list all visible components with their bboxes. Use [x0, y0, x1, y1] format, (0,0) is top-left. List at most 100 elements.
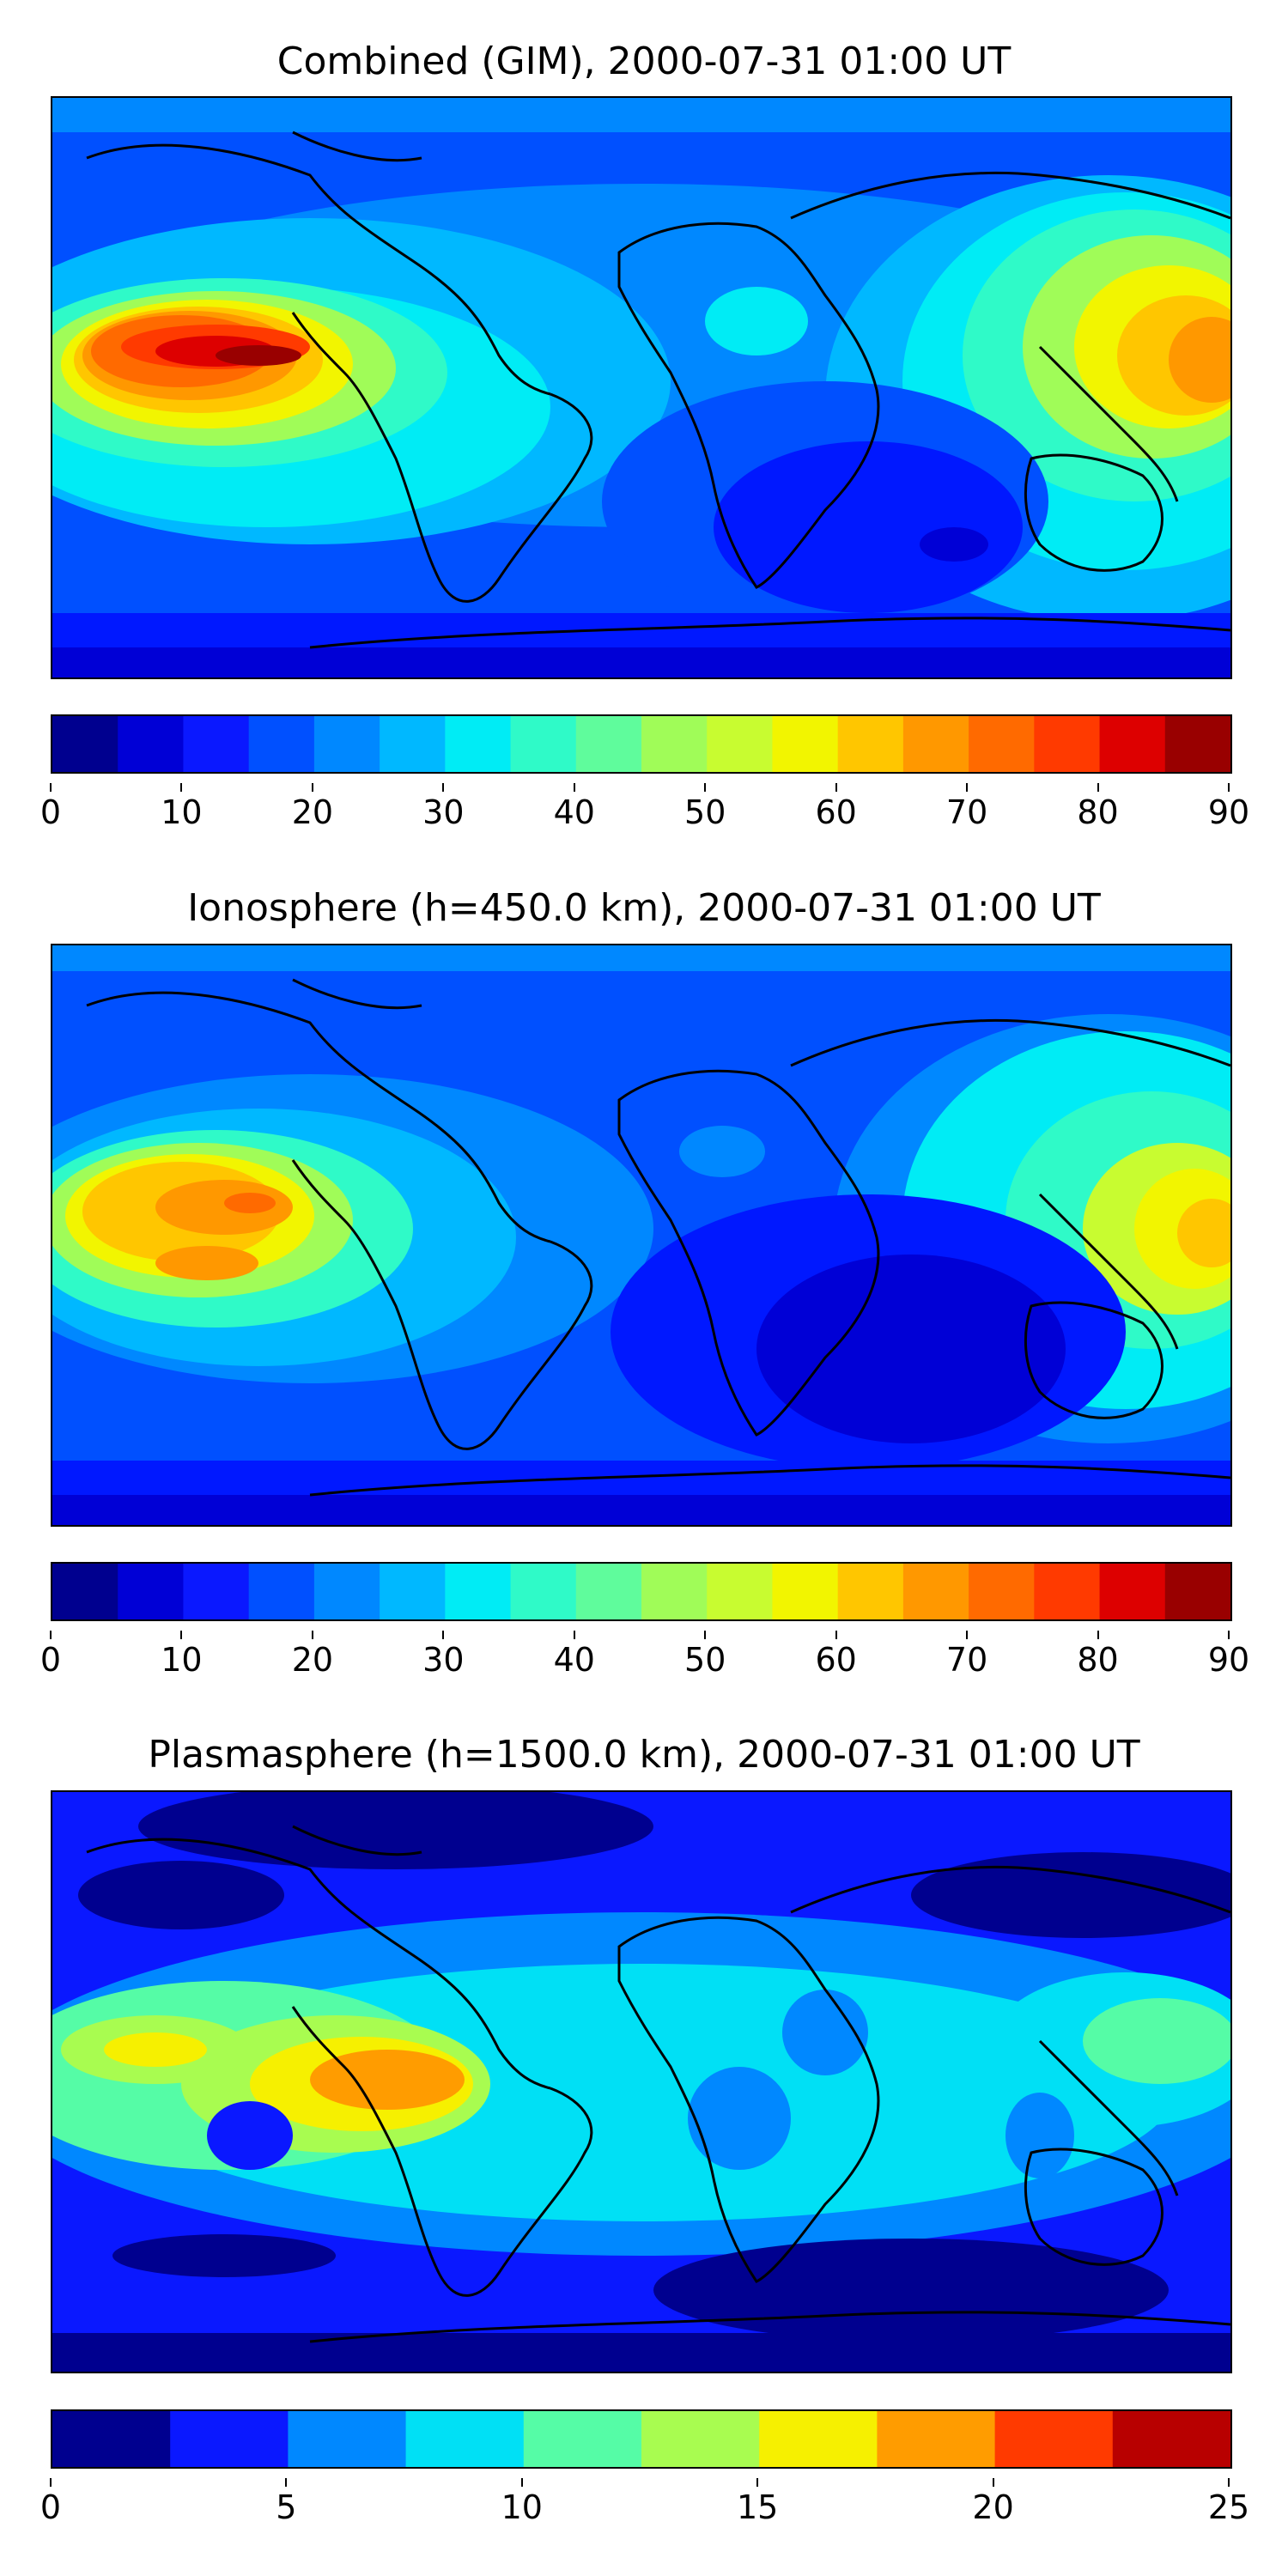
colorbar-ticks: 0 10 20 30 40 50 60 70 80 90: [40, 1631, 1249, 1692]
colorbar-tick-label: 25: [1207, 2488, 1250, 2526]
colorbar-segment: [575, 716, 642, 772]
colorbar-tick-mark: [573, 783, 575, 792]
colorbar-tick-label: 90: [1207, 1641, 1250, 1679]
colorbar-tick-mark: [704, 1631, 707, 1639]
colorbar-tick-label: 30: [422, 1641, 465, 1679]
colorbar-segment: [313, 716, 380, 772]
colorbar-tick-mark: [756, 2478, 759, 2487]
tec-contours: [52, 98, 1230, 677]
colorbar-tick-label: 80: [1077, 1641, 1119, 1679]
colorbar-tick-label: 10: [501, 2488, 543, 2526]
colorbar-segment: [170, 2411, 289, 2467]
colorbar-segment: [248, 1564, 315, 1619]
colorbar-segment: [510, 716, 577, 772]
colorbar: [51, 1562, 1232, 1621]
colorbar-tick-label: 40: [553, 793, 595, 831]
colorbar-segment: [288, 2411, 407, 2467]
colorbar-tick-label: 70: [945, 1641, 988, 1679]
colorbar-tick-mark: [835, 1631, 837, 1639]
colorbar-tick-label: 90: [1207, 793, 1250, 831]
colorbar-segment: [837, 716, 904, 772]
colorbar-segment: [969, 716, 1035, 772]
colorbar-tick-label: 20: [972, 2488, 1014, 2526]
colorbar-tick-label: 60: [815, 1641, 857, 1679]
colorbar-tick-mark: [50, 2478, 52, 2487]
colorbar-tick-mark: [966, 783, 969, 792]
colorbar-segment: [1034, 1564, 1101, 1619]
colorbar-segment: [510, 1564, 577, 1619]
colorbar-segment: [759, 2411, 878, 2467]
colorbar-segment: [405, 2411, 525, 2467]
colorbar-segment: [902, 1564, 969, 1619]
map-combined-gim: [51, 96, 1232, 679]
colorbar-segment: [707, 716, 774, 772]
colorbar-segment: [445, 716, 512, 772]
map-plasmasphere: [51, 1790, 1232, 2373]
colorbar-segment: [380, 716, 446, 772]
colorbar-segment: [575, 1564, 642, 1619]
colorbar-tick-mark: [966, 1631, 969, 1639]
panel-title: Ionosphere (h=450.0 km), 2000-07-31 01:0…: [187, 886, 1101, 930]
coastlines: [86, 131, 1230, 649]
colorbar-segment: [183, 716, 250, 772]
colorbar-tick-mark: [1228, 1631, 1230, 1639]
colorbar-tick-mark: [442, 1631, 445, 1639]
colorbar-tick-label: 0: [39, 793, 62, 831]
coastlines: [86, 978, 1230, 1497]
colorbar-tick-mark: [442, 783, 445, 792]
colorbar-tick-mark: [50, 783, 52, 792]
colorbar-tick-mark: [520, 2478, 523, 2487]
coastlines: [86, 1825, 1230, 2343]
colorbar-segment: [641, 1564, 708, 1619]
tec-contours: [52, 945, 1230, 1525]
panel-title: Plasmasphere (h=1500.0 km), 2000-07-31 0…: [148, 1733, 1140, 1777]
colorbar-segment: [877, 2411, 996, 2467]
colorbar-tick-label: 40: [553, 1641, 595, 1679]
colorbar-segment: [248, 716, 315, 772]
colorbar-tick-label: 30: [422, 793, 465, 831]
colorbar: [51, 2409, 1232, 2469]
colorbar-tick-label: 60: [815, 793, 857, 831]
colorbar-tick-mark: [180, 783, 183, 792]
colorbar-tick-mark: [1097, 1631, 1099, 1639]
colorbar-tick-label: 0: [39, 2488, 62, 2526]
colorbar-tick-label: 0: [39, 1641, 62, 1679]
colorbar-tick-label: 10: [161, 793, 203, 831]
colorbar-segment: [118, 1564, 185, 1619]
colorbar-segment: [183, 1564, 250, 1619]
colorbar-tick-mark: [180, 1631, 183, 1639]
colorbar-segment: [445, 1564, 512, 1619]
panel-title: Combined (GIM), 2000-07-31 01:00 UT: [276, 39, 1012, 83]
colorbar-segment: [772, 716, 839, 772]
colorbar-segment: [1099, 716, 1166, 772]
colorbar-segment: [902, 716, 969, 772]
colorbar-tick-label: 10: [161, 1641, 203, 1679]
colorbar-segment: [1164, 1564, 1230, 1619]
colorbar-tick-mark: [1228, 2478, 1230, 2487]
colorbar-segment: [707, 1564, 774, 1619]
colorbar-tick-label: 80: [1077, 793, 1119, 831]
colorbar-tick-mark: [285, 2478, 288, 2487]
colorbar-segment: [641, 716, 708, 772]
colorbar-segment: [313, 1564, 380, 1619]
colorbar-tick-mark: [573, 1631, 575, 1639]
colorbar-tick-label: 5: [276, 2488, 297, 2526]
colorbar-segment: [1112, 2411, 1230, 2467]
colorbar-tick-label: 50: [684, 1641, 726, 1679]
colorbar-segment: [380, 1564, 446, 1619]
colorbar-segment: [837, 1564, 904, 1619]
colorbar-segment: [969, 1564, 1035, 1619]
colorbar-tick-mark: [835, 783, 837, 792]
colorbar-segment: [641, 2411, 760, 2467]
tec-contours: [52, 1792, 1230, 2372]
colorbar-tick-label: 20: [291, 793, 334, 831]
colorbar-segment: [118, 716, 185, 772]
colorbar-tick-mark: [311, 783, 313, 792]
colorbar-ticks: 0 10 20 30 40 50 60 70 80 90: [40, 783, 1249, 845]
colorbar-tick-label: 70: [945, 793, 988, 831]
colorbar-segment: [1164, 716, 1230, 772]
colorbar-tick-label: 20: [291, 1641, 334, 1679]
colorbar-tick-mark: [50, 1631, 52, 1639]
colorbar-tick-label: 15: [737, 2488, 779, 2526]
map-ionosphere: [51, 944, 1232, 1527]
